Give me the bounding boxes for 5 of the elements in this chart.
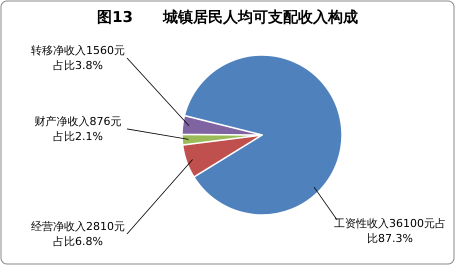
slice-label: 财产净收入876元占比2.1% [34,114,122,144]
slice-label: 经营净收入2810元占比6.8% [31,219,125,249]
slice-label: 转移净收入1560元占比3.8% [31,42,125,73]
slice-label: 工资性收入36100元占比87.3% [333,216,447,246]
chart-title: 图13 城镇居民人均可支配收入构成 [96,8,359,27]
